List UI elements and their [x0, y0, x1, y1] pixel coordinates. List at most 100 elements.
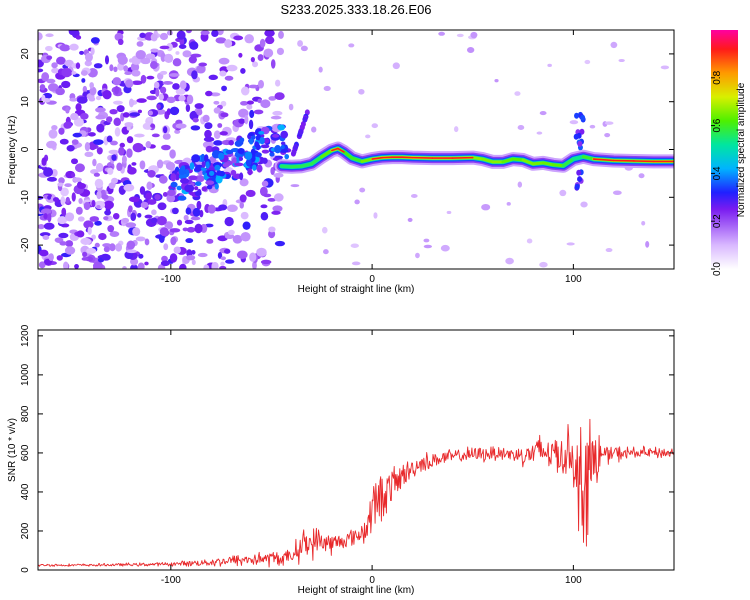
noise-blob	[172, 83, 180, 90]
spectrogram-x-label: Height of straight line (km)	[298, 284, 415, 295]
noise-blob	[410, 194, 418, 198]
noise-blob	[182, 50, 192, 58]
noise-blob	[494, 78, 499, 83]
noise-blob	[59, 241, 67, 246]
noise-blob	[71, 158, 79, 165]
noise-blob	[92, 158, 97, 167]
signal-blob	[302, 116, 308, 123]
noise-blob	[211, 261, 219, 269]
noise-blob	[91, 200, 96, 208]
noise-blob	[144, 261, 149, 266]
spectrogram-ytick-label: 20	[20, 48, 31, 60]
noise-blob	[211, 30, 219, 38]
noise-blob	[244, 114, 249, 125]
noise-blob	[95, 107, 106, 113]
noise-blob	[210, 92, 221, 97]
noise-blob	[58, 127, 65, 135]
noise-blob	[47, 213, 52, 223]
spectrogram-ytick-label: -20	[20, 237, 31, 252]
noise-blob	[160, 86, 167, 94]
noise-blob	[162, 192, 168, 197]
noise-blob	[61, 67, 73, 78]
noise-blob	[89, 86, 97, 96]
noise-blob	[48, 253, 54, 261]
noise-blob	[51, 67, 60, 74]
noise-blob	[169, 106, 180, 116]
noise-blob	[46, 78, 56, 84]
noise-blob	[273, 193, 284, 202]
noise-blob	[46, 176, 57, 182]
noise-blob	[481, 203, 491, 211]
noise-blob	[208, 74, 218, 81]
signal-blob	[184, 184, 195, 193]
noise-blob	[196, 109, 203, 116]
noise-blob	[605, 248, 613, 253]
noise-blob	[140, 57, 151, 65]
noise-blob	[162, 133, 171, 140]
noise-blob	[85, 52, 93, 62]
noise-blob	[213, 140, 223, 146]
signal-blob	[574, 183, 580, 190]
noise-blob	[39, 84, 46, 91]
noise-blob	[114, 85, 119, 95]
noise-blob	[194, 103, 204, 109]
noise-blob	[506, 201, 511, 206]
noise-blob	[119, 142, 125, 148]
noise-blob	[137, 109, 143, 114]
ridge-segment	[511, 157, 525, 162]
noise-blob	[204, 129, 212, 139]
colorbar-tick-label: 0.2	[712, 214, 723, 228]
noise-blob	[84, 151, 94, 158]
noise-blob	[566, 242, 575, 246]
noise-blob	[82, 85, 88, 94]
noise-blob	[96, 123, 105, 133]
noise-blob	[109, 243, 116, 252]
noise-blob	[136, 98, 147, 103]
noise-blob	[228, 139, 234, 146]
noise-blob	[186, 94, 194, 105]
ridge-peak	[371, 156, 383, 160]
noise-blob	[115, 243, 123, 252]
noise-blob	[45, 45, 53, 52]
noise-blob	[261, 157, 268, 164]
noise-blob	[71, 192, 76, 202]
snr-xtick-label: 100	[565, 575, 582, 586]
noise-blob	[514, 91, 521, 96]
noise-blob	[46, 140, 57, 149]
noise-blob	[423, 238, 430, 243]
noise-blob	[75, 206, 83, 215]
signal-blob	[195, 181, 202, 187]
signal-blob	[191, 154, 201, 163]
signal-blob	[239, 172, 244, 181]
noise-blob	[131, 80, 143, 85]
noise-blob	[246, 100, 254, 105]
noise-blob	[350, 243, 359, 248]
noise-blob	[178, 95, 186, 102]
noise-blob	[165, 161, 176, 171]
noise-blob	[159, 227, 169, 237]
noise-blob	[40, 208, 52, 215]
noise-blob	[122, 112, 130, 118]
noise-blob	[641, 220, 646, 226]
noise-blob	[239, 201, 244, 209]
noise-blob	[173, 246, 181, 254]
noise-blob	[249, 109, 255, 119]
noise-blob	[65, 212, 75, 222]
signal-blob	[256, 164, 263, 173]
ridge-segment	[541, 161, 555, 167]
spectrogram-y-axis: -20 -10 0 10 20	[20, 48, 674, 252]
noise-blob	[604, 132, 611, 138]
noise-blob	[159, 45, 170, 50]
noise-blob	[111, 177, 119, 184]
noise-blob	[64, 183, 72, 188]
noise-blob	[84, 141, 91, 152]
noise-blob	[270, 115, 282, 120]
noise-blob	[257, 54, 264, 62]
colorbar-tick-label: 0.6	[712, 118, 723, 132]
noise-blob	[184, 219, 194, 225]
noise-blob	[270, 59, 276, 69]
noise-blob	[224, 75, 234, 81]
noise-blob	[90, 47, 95, 56]
signal-blob	[576, 169, 582, 176]
